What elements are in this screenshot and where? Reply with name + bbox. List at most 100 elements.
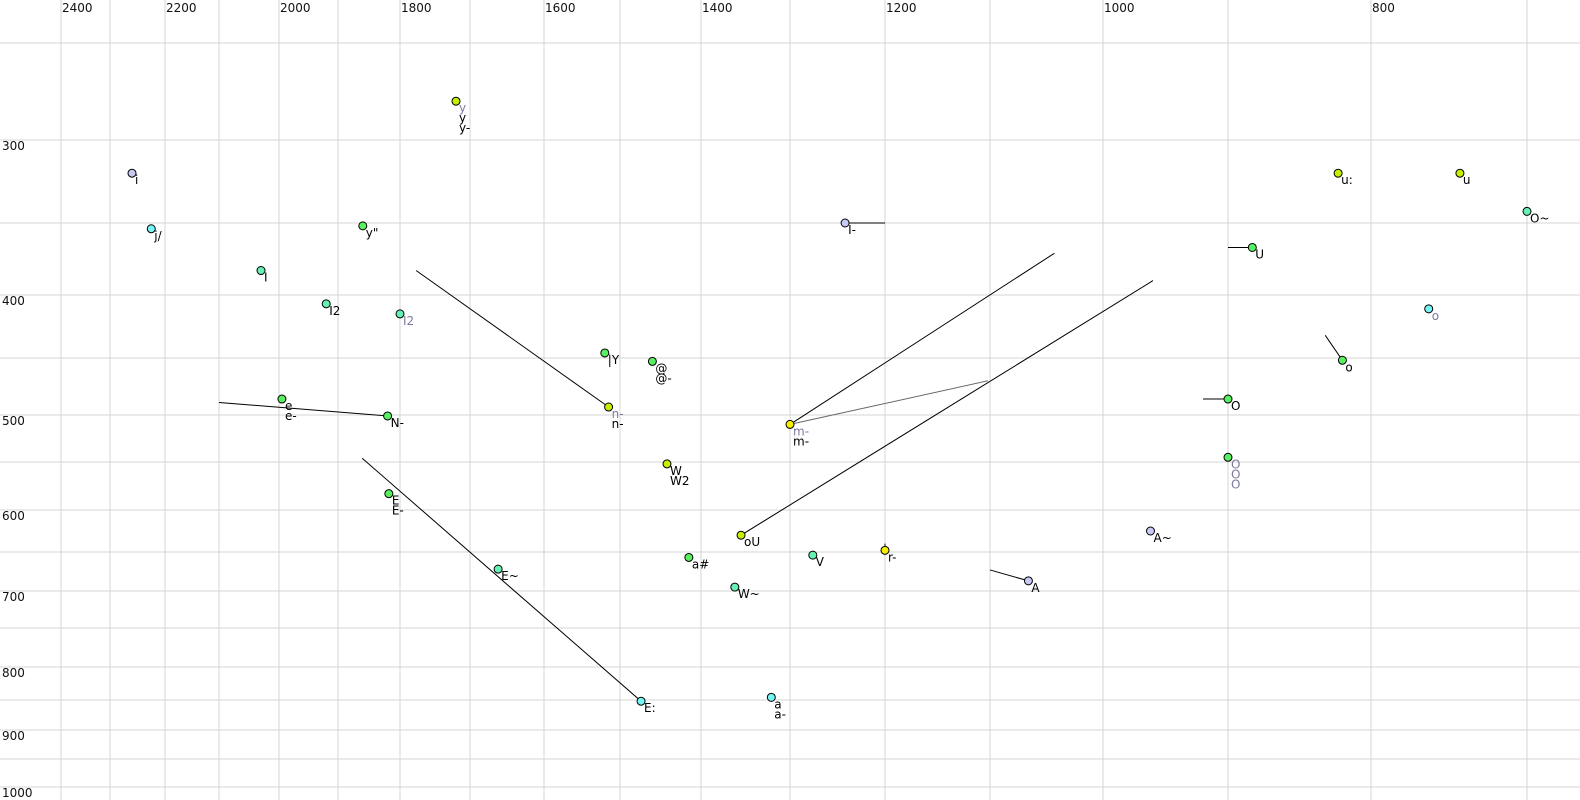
y-tick-label: 800	[2, 666, 25, 680]
point-marker	[493, 564, 503, 574]
point-label: E-	[392, 504, 404, 518]
data-point: r-	[880, 545, 897, 564]
point-label: n-	[612, 417, 624, 431]
trajectory-line	[361, 457, 642, 702]
point-marker	[730, 582, 740, 592]
point-label: m-	[793, 424, 809, 438]
point-label: y-	[459, 121, 470, 135]
data-point: m-m-	[785, 419, 809, 448]
data-point: n-n-	[604, 402, 624, 431]
data-point: O~	[1522, 206, 1550, 225]
trajectory-line	[989, 569, 1029, 582]
point-label: O	[1231, 477, 1240, 491]
point-marker	[1522, 206, 1532, 216]
point-label: W~	[738, 587, 760, 601]
data-point: a#	[684, 552, 709, 571]
trajectory-line	[789, 252, 1055, 425]
point-marker	[604, 402, 614, 412]
x-tick-label: 800	[1372, 1, 1395, 15]
point-label: A	[1031, 581, 1040, 595]
y-tick-label: 1000	[2, 786, 33, 800]
point-marker	[1023, 576, 1033, 586]
data-point: |Y	[600, 348, 620, 367]
point-label: I	[264, 271, 268, 285]
data-point: @@-	[647, 356, 672, 385]
trajectory-line	[1324, 335, 1343, 361]
point-label: @	[655, 361, 667, 375]
point-marker	[384, 489, 394, 499]
data-point: O	[1223, 394, 1240, 413]
point-label: O~	[1530, 211, 1550, 225]
x-tick-label: 2000	[280, 1, 311, 15]
point-marker	[1337, 355, 1347, 365]
data-point: u:	[1333, 168, 1353, 187]
x-tick-label: 1600	[545, 1, 576, 15]
x-axis-ticks: 2400 2200 2000 1800 1600 1400 1200 1000 800	[62, 1, 1395, 15]
data-point: N-	[383, 411, 404, 430]
data-point: o	[1337, 355, 1353, 374]
point-label: O	[1231, 457, 1240, 471]
point-label: I-	[848, 223, 856, 237]
y-tick-label: 600	[2, 509, 25, 523]
data-point: U	[1247, 242, 1264, 261]
point-label: e	[285, 399, 292, 413]
data-point: OOO	[1223, 452, 1240, 491]
point-label: W2	[670, 474, 690, 488]
y-tick-label: 300	[2, 139, 25, 153]
data-point: E~	[493, 564, 519, 583]
data-point: V	[808, 550, 825, 569]
point-marker	[277, 394, 287, 404]
data-point: A~	[1146, 526, 1172, 545]
point-marker	[647, 356, 657, 366]
point-label: y	[459, 111, 466, 125]
x-tick-label: 1800	[401, 1, 432, 15]
point-marker	[684, 552, 694, 562]
point-marker	[662, 459, 672, 469]
data-point: o	[1424, 304, 1439, 323]
point-marker	[127, 168, 137, 178]
point-label: |Y	[608, 353, 620, 367]
x-tick-label: 2200	[166, 1, 197, 15]
point-label: y	[459, 101, 466, 115]
point-marker	[256, 266, 266, 276]
point-marker	[736, 530, 746, 540]
point-marker	[1223, 394, 1233, 404]
point-label: a-	[774, 707, 786, 721]
trajectory-line	[740, 280, 1154, 536]
data-point: u	[1455, 168, 1471, 187]
y-tick-label: 900	[2, 729, 25, 743]
data-point: oU	[736, 530, 760, 549]
point-label: O	[1231, 399, 1240, 413]
y-tick-label: 500	[2, 414, 25, 428]
point-marker	[808, 550, 818, 560]
point-marker	[880, 545, 890, 555]
point-label: y"	[366, 226, 379, 240]
point-marker	[636, 696, 646, 706]
trajectory-line-secondary	[789, 380, 989, 425]
x-tick-label: 1400	[702, 1, 733, 15]
point-marker	[1333, 168, 1343, 178]
point-marker	[321, 299, 331, 309]
point-label: U	[1255, 247, 1264, 261]
data-point: I2	[321, 299, 340, 318]
point-label: @-	[655, 371, 671, 385]
point-label: r-	[888, 550, 897, 564]
point-label: oU	[744, 535, 760, 549]
point-label: m-	[793, 434, 809, 448]
x-tick-label: 1200	[886, 1, 917, 15]
y-axis-ticks: 300 400 500 600 700 800 900 1000	[2, 139, 33, 800]
data-point: i	[127, 168, 138, 187]
point-label: E:	[644, 701, 656, 715]
point-marker	[1146, 526, 1155, 536]
point-label: o	[1345, 360, 1352, 374]
data-point: W~	[730, 582, 760, 601]
point-label: I2	[329, 304, 340, 318]
point-marker	[840, 218, 850, 228]
point-marker	[785, 419, 795, 429]
trajectory-line	[415, 270, 609, 408]
point-label: O	[1231, 467, 1240, 481]
point-label: V	[816, 555, 825, 569]
point-label: I2	[403, 314, 414, 328]
point-marker	[451, 96, 461, 106]
